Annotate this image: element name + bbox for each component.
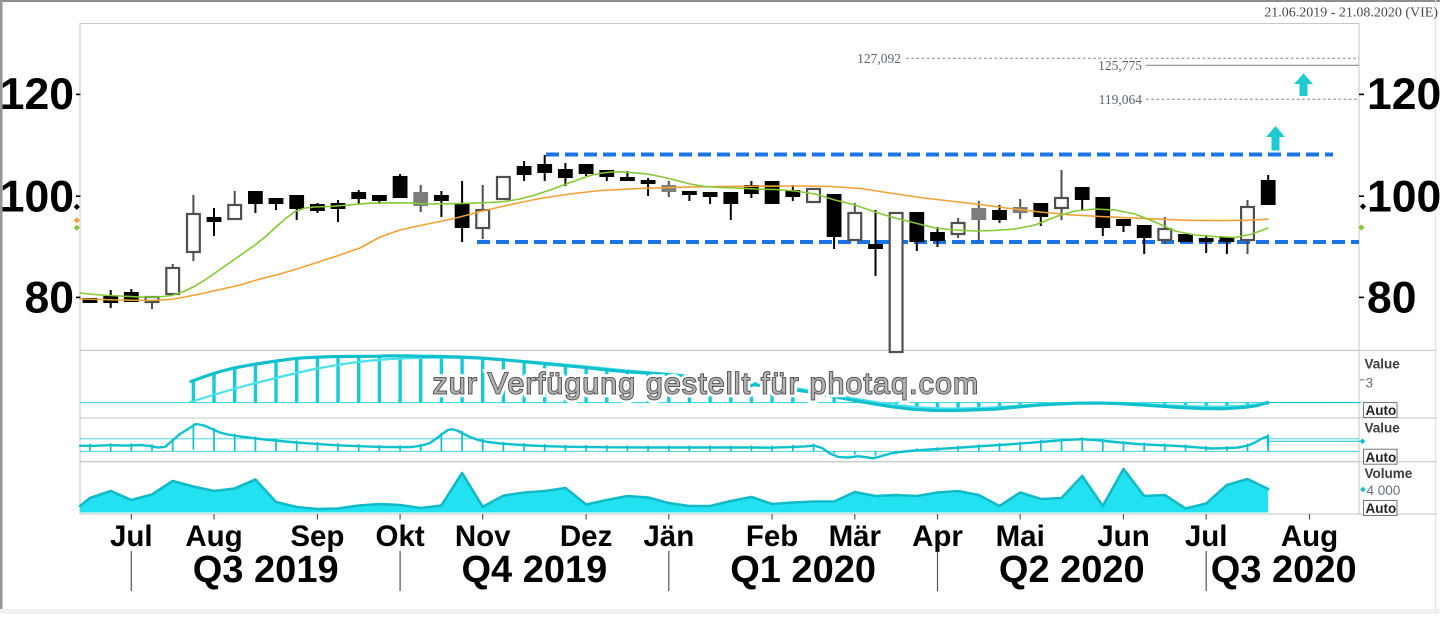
svg-text:Q3 2020: Q3 2020 <box>1211 549 1357 591</box>
svg-text:Volume: Volume <box>1365 466 1413 481</box>
svg-text:Nov: Nov <box>455 520 511 553</box>
svg-text:Aug: Aug <box>1281 520 1338 553</box>
svg-text:120: 120 <box>1367 70 1440 119</box>
svg-text:Q2 2020: Q2 2020 <box>999 549 1145 591</box>
svg-text:120: 120 <box>0 70 74 119</box>
svg-text:125,775: 125,775 <box>1098 58 1142 73</box>
svg-text:100: 100 <box>0 173 74 222</box>
svg-text:4 000: 4 000 <box>1367 483 1401 498</box>
svg-text:Apr: Apr <box>912 520 963 553</box>
svg-text:Okt: Okt <box>376 520 425 553</box>
svg-text:Q1 2020: Q1 2020 <box>730 549 876 591</box>
svg-text:80: 80 <box>1367 274 1417 323</box>
svg-text:Value: Value <box>1365 421 1401 436</box>
svg-text:Jän: Jän <box>643 520 694 553</box>
svg-text:100: 100 <box>1367 173 1440 222</box>
svg-text:Q4 2019: Q4 2019 <box>462 549 608 591</box>
svg-text:80: 80 <box>25 274 75 323</box>
svg-text:zur Verfügung gestellt für pho: zur Verfügung gestellt für photaq.com <box>433 368 980 401</box>
svg-text:zur Verfügung gestellt für pho: zur Verfügung gestellt für photaq.com <box>433 368 980 401</box>
svg-text:3: 3 <box>1366 376 1374 391</box>
svg-text:Feb: Feb <box>746 520 798 553</box>
svg-text:Auto: Auto <box>1366 501 1397 516</box>
svg-text:Dez: Dez <box>560 520 612 553</box>
svg-text:Mai: Mai <box>996 520 1045 553</box>
svg-text:Mär: Mär <box>829 520 882 553</box>
svg-text:Auto: Auto <box>1366 403 1397 418</box>
svg-text:Jun: Jun <box>1097 520 1149 553</box>
svg-text:Value: Value <box>1365 356 1401 371</box>
svg-text:Q3 2019: Q3 2019 <box>193 549 339 591</box>
svg-text:Jul: Jul <box>1185 520 1228 553</box>
svg-text:Aug: Aug <box>185 520 242 553</box>
svg-text:119,064: 119,064 <box>1099 92 1143 107</box>
svg-text:127,092: 127,092 <box>857 51 901 66</box>
svg-text:21.06.2019 - 21.08.2020 (VIE): 21.06.2019 - 21.08.2020 (VIE) <box>1264 6 1438 21</box>
svg-text:Auto: Auto <box>1366 450 1397 465</box>
svg-text:Jul: Jul <box>110 520 153 553</box>
svg-text:Sep: Sep <box>290 520 344 553</box>
